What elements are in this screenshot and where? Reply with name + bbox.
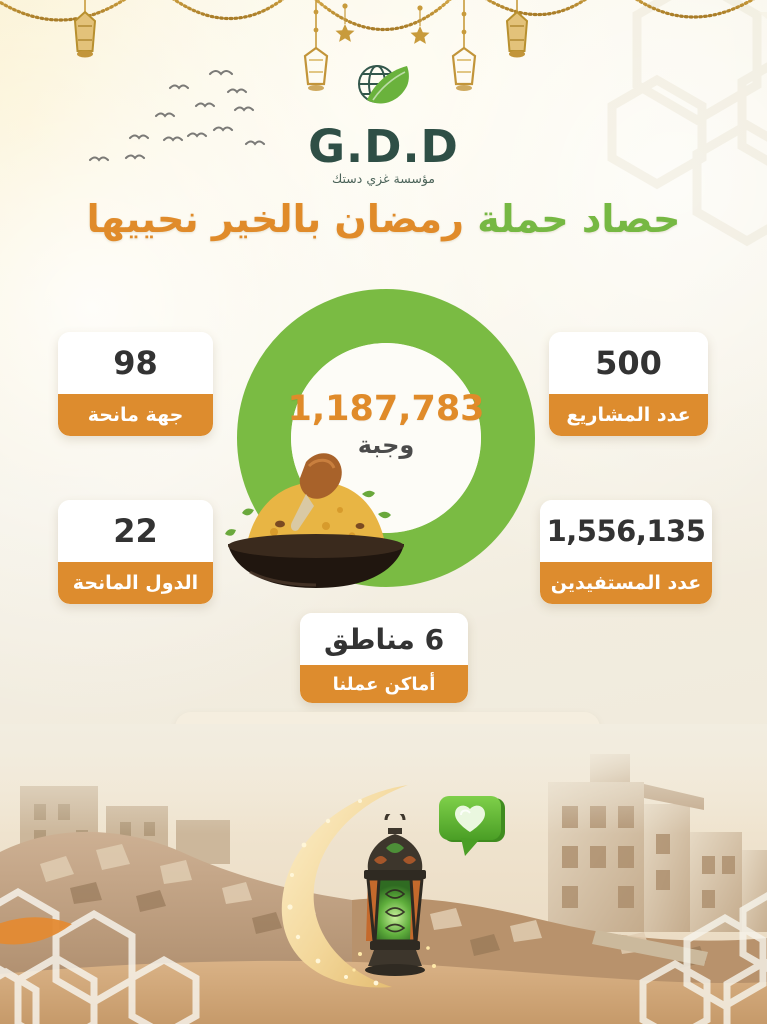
- headline-green: حصاد حملة: [477, 197, 681, 241]
- stat-value: 6 مناطق: [300, 613, 468, 665]
- stat-label: الدول المانحة: [58, 562, 213, 604]
- stat-card-donor-entities: 98 جهة مانحة: [58, 332, 213, 436]
- stat-value: 1,556,135: [540, 500, 712, 562]
- globe-leaf-icon: [357, 65, 409, 104]
- stat-card-regions: 6 مناطق أماكن عملنا: [300, 613, 468, 703]
- stat-label: عدد المستفيدين: [540, 562, 712, 604]
- bottom-scene: [0, 724, 767, 1024]
- meals-donut: 1,187,783 وجبة: [225, 288, 536, 588]
- brand-arabic-name: مؤسسة غزي دستك: [332, 171, 435, 186]
- stat-value: 98: [58, 332, 213, 394]
- brand-name: G.D.D: [308, 120, 459, 173]
- stat-card-donor-countries: 22 الدول المانحة: [58, 500, 213, 604]
- stat-label: أماكن عملنا: [300, 665, 468, 703]
- stat-value: 22: [58, 500, 213, 562]
- meals-value: 1,187,783: [287, 389, 485, 429]
- headline-orange: رمضان بالخير نحييها: [86, 197, 464, 241]
- meals-label: وجبة: [357, 431, 415, 459]
- destroyed-buildings-rubble-icon: [0, 724, 767, 1024]
- brand-logo: G.D.D مؤسسة غزي دستك: [0, 62, 767, 186]
- page-title: حصاد حملة رمضان بالخير نحييها: [0, 196, 767, 244]
- stat-card-projects: 500 عدد المشاريع: [549, 332, 708, 436]
- stat-label: جهة مانحة: [58, 394, 213, 436]
- stat-card-beneficiaries: 1,556,135 عدد المستفيدين: [540, 500, 712, 604]
- stat-label: عدد المشاريع: [549, 394, 708, 436]
- stat-value: 500: [549, 332, 708, 394]
